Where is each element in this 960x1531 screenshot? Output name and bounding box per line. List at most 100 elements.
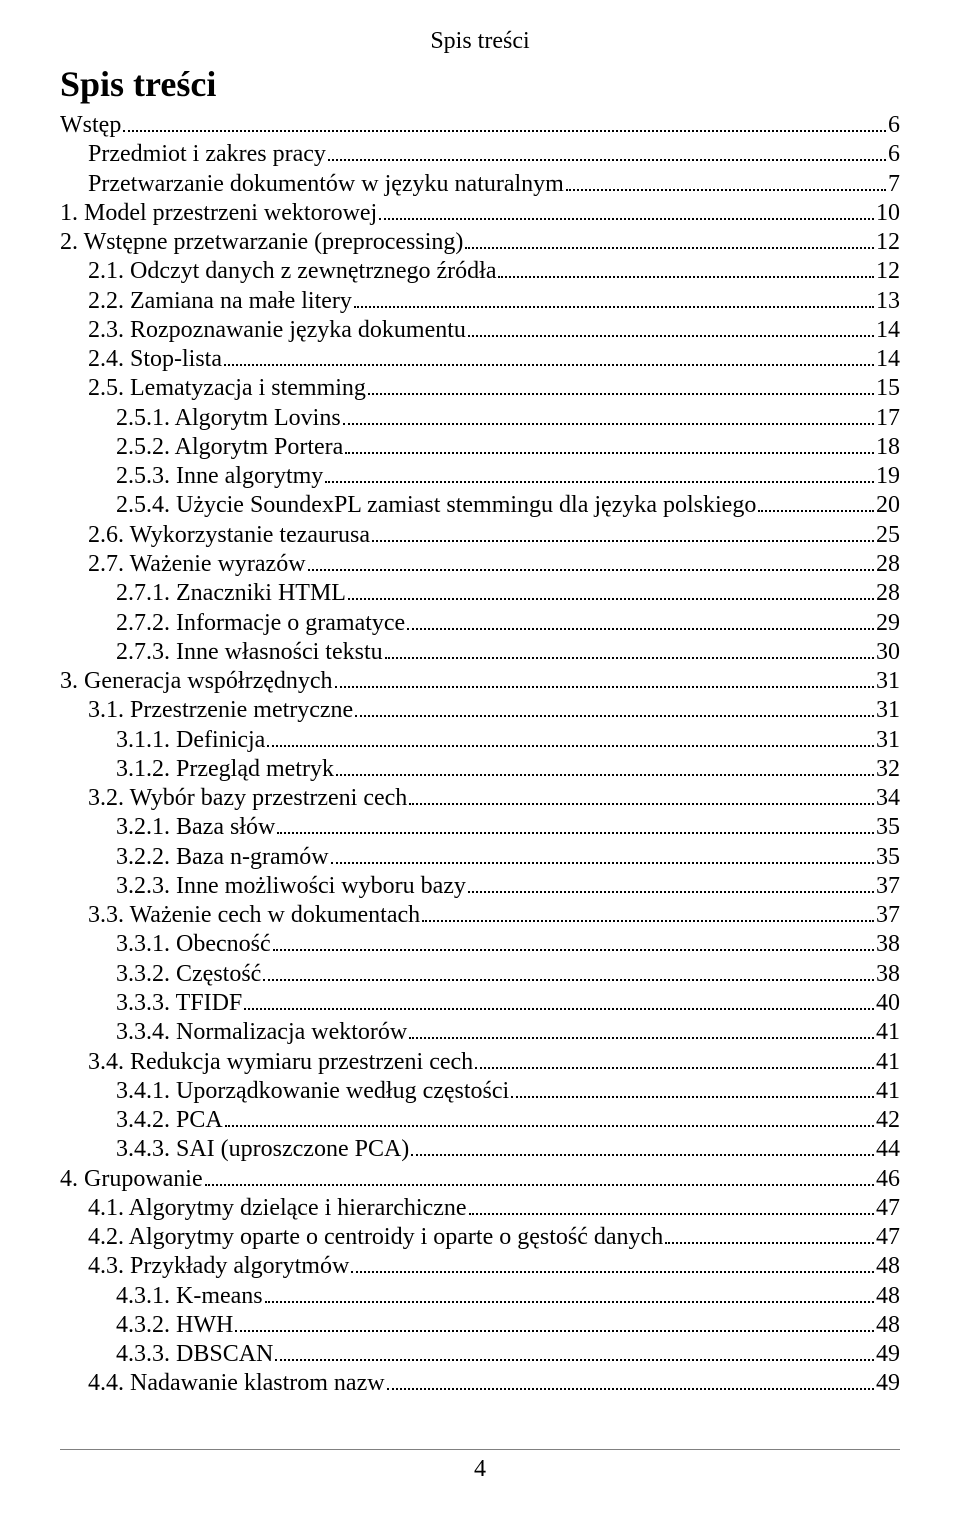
toc-leader-dots — [348, 598, 874, 600]
toc-leader-dots — [468, 891, 874, 893]
toc-entry[interactable]: Przetwarzanie dokumentów w języku natura… — [60, 170, 900, 199]
toc-entry[interactable]: 3. Generacja współrzędnych31 — [60, 667, 900, 696]
toc-leader-dots — [336, 774, 874, 776]
toc-leader-dots — [123, 130, 886, 132]
toc-entry[interactable]: 1. Model przestrzeni wektorowej10 — [60, 199, 900, 228]
toc-entry-page: 13 — [876, 287, 900, 316]
toc-entry[interactable]: 3.1.1. Definicja31 — [60, 726, 900, 755]
page-title: Spis treści — [60, 63, 900, 105]
toc-leader-dots — [387, 1388, 874, 1390]
toc-entry-page: 17 — [876, 404, 900, 433]
toc-entry[interactable]: 2.5. Lematyzacja i stemming15 — [60, 374, 900, 403]
toc-entry-page: 15 — [876, 374, 900, 403]
toc-entry[interactable]: 2.7.1. Znaczniki HTML28 — [60, 579, 900, 608]
toc-leader-dots — [411, 1154, 874, 1156]
toc-entry[interactable]: 2.6. Wykorzystanie tezaurusa25 — [60, 521, 900, 550]
toc-entry[interactable]: 4.3.1. K-means48 — [60, 1282, 900, 1311]
toc-entry-page: 20 — [876, 491, 900, 520]
toc-entry-label: 2.1. Odczyt danych z zewnętrznego źródła — [88, 257, 496, 286]
toc-entry-label: 4.3.3. DBSCAN — [116, 1340, 273, 1369]
toc-entry-page: 47 — [876, 1194, 900, 1223]
toc-entry[interactable]: 3.2.1. Baza słów 35 — [60, 813, 900, 842]
toc-leader-dots — [409, 1037, 874, 1039]
page-number: 4 — [60, 1449, 900, 1483]
toc-entry[interactable]: 4. Grupowanie46 — [60, 1165, 900, 1194]
toc-entry-page: 32 — [876, 755, 900, 784]
toc-entry[interactable]: 3.4.1. Uporządkowanie według częstości41 — [60, 1077, 900, 1106]
toc-entry-label: 4.1. Algorytmy dzielące i hierarchiczne — [88, 1194, 467, 1223]
toc-entry-page: 6 — [888, 140, 900, 169]
toc-entry-page: 10 — [876, 199, 900, 228]
toc-entry-page: 35 — [876, 843, 900, 872]
toc-entry-page: 31 — [876, 667, 900, 696]
toc-entry[interactable]: 2.5.2. Algorytm Portera18 — [60, 433, 900, 462]
toc-entry[interactable]: 2.1. Odczyt danych z zewnętrznego źródła… — [60, 257, 900, 286]
toc-leader-dots — [351, 1271, 874, 1273]
toc-entry[interactable]: 3.2.2. Baza n-gramów35 — [60, 843, 900, 872]
toc-entry-label: 2.2. Zamiana na małe litery — [88, 287, 352, 316]
toc-entry[interactable]: 3.2.3. Inne możliwości wyboru bazy37 — [60, 872, 900, 901]
toc-leader-dots — [465, 247, 874, 249]
toc-entry[interactable]: 2.3. Rozpoznawanie języka dokumentu14 — [60, 316, 900, 345]
toc-entry-label: 3.4.1. Uporządkowanie według częstości — [116, 1077, 509, 1106]
toc-entry[interactable]: Wstęp6 — [60, 111, 900, 140]
toc-leader-dots — [331, 862, 874, 864]
toc-entry[interactable]: 3.1. Przestrzenie metryczne31 — [60, 696, 900, 725]
toc-entry-label: Wstęp — [60, 111, 121, 140]
toc-entry-page: 49 — [876, 1340, 900, 1369]
toc-entry[interactable]: 3.4. Redukcja wymiaru przestrzeni cech41 — [60, 1048, 900, 1077]
toc-entry[interactable]: 2.5.3. Inne algorytmy19 — [60, 462, 900, 491]
toc-entry-label: 3.4.2. PCA — [116, 1106, 223, 1135]
toc-entry[interactable]: 3.4.3. SAI (uproszczone PCA)44 — [60, 1135, 900, 1164]
toc-entry[interactable]: 2.5.1. Algorytm Lovins17 — [60, 404, 900, 433]
toc-leader-dots — [265, 1301, 874, 1303]
toc-entry[interactable]: 4.3. Przykłady algorytmów48 — [60, 1252, 900, 1281]
toc-entry-label: 2.3. Rozpoznawanie języka dokumentu — [88, 316, 466, 345]
toc-leader-dots — [566, 189, 886, 191]
toc-entry-label: 4. Grupowanie — [60, 1165, 203, 1194]
toc-leader-dots — [498, 276, 874, 278]
toc-entry[interactable]: 4.4. Nadawanie klastrom nazw49 — [60, 1369, 900, 1398]
toc-entry-label: 2.5.3. Inne algorytmy — [116, 462, 323, 491]
toc-entry[interactable]: 3.3.2. Częstość38 — [60, 960, 900, 989]
toc-entry[interactable]: 2.7. Ważenie wyrazów28 — [60, 550, 900, 579]
toc-entry-label: Przetwarzanie dokumentów w języku natura… — [88, 170, 564, 199]
toc-entry[interactable]: 2.7.3. Inne własności tekstu30 — [60, 638, 900, 667]
toc-entry-page: 40 — [876, 989, 900, 1018]
toc-entry[interactable]: 4.3.2. HWH 48 — [60, 1311, 900, 1340]
toc-entry[interactable]: 3.3. Ważenie cech w dokumentach37 — [60, 901, 900, 930]
toc-entry[interactable]: Przedmiot i zakres pracy6 — [60, 140, 900, 169]
toc-entry[interactable]: 2.2. Zamiana na małe litery 13 — [60, 287, 900, 316]
toc-entry-page: 29 — [876, 609, 900, 638]
running-header: Spis treści — [60, 28, 900, 55]
toc-entry[interactable]: 4.1. Algorytmy dzielące i hierarchiczne 4… — [60, 1194, 900, 1223]
toc-entry-label: 4.3.2. HWH — [116, 1311, 233, 1340]
toc-entry[interactable]: 3.1.2. Przegląd metryk32 — [60, 755, 900, 784]
toc-leader-dots — [354, 306, 874, 308]
toc-entry-label: 2.6. Wykorzystanie tezaurusa — [88, 521, 370, 550]
toc-entry[interactable]: 3.3.4. Normalizacja wektorów41 — [60, 1018, 900, 1047]
toc-entry-page: 48 — [876, 1252, 900, 1281]
toc-entry[interactable]: 3.2. Wybór bazy przestrzeni cech34 — [60, 784, 900, 813]
toc-entry[interactable]: 3.4.2. PCA42 — [60, 1106, 900, 1135]
toc-entry-label: 3.3.2. Częstość — [116, 960, 261, 989]
toc-entry[interactable]: 4.2. Algorytmy oparte o centroidy i opar… — [60, 1223, 900, 1252]
toc-entry-label: 2.7. Ważenie wyrazów — [88, 550, 306, 579]
toc-entry[interactable]: 2.7.2. Informacje o gramatyce29 — [60, 609, 900, 638]
toc-entry-page: 35 — [876, 813, 900, 842]
toc-entry[interactable]: 4.3.3. DBSCAN 49 — [60, 1340, 900, 1369]
toc-entry-label: 4.3.1. K-means — [116, 1282, 263, 1311]
toc-leader-dots — [407, 628, 874, 630]
toc-entry-label: 3.2.1. Baza słów — [116, 813, 275, 842]
toc-entry-page: 48 — [876, 1311, 900, 1340]
toc-entry-label: 4.4. Nadawanie klastrom nazw — [88, 1369, 385, 1398]
toc-entry[interactable]: 2.5.4. Użycie SoundexPL zamiast stemming… — [60, 491, 900, 520]
toc-leader-dots — [345, 452, 874, 454]
toc-entry-page: 34 — [876, 784, 900, 813]
toc-entry[interactable]: 2.4. Stop-lista14 — [60, 345, 900, 374]
toc-entry[interactable]: 3.3.3. TFIDF40 — [60, 989, 900, 1018]
toc-leader-dots — [368, 393, 874, 395]
toc-entry[interactable]: 3.3.1. Obecność38 — [60, 930, 900, 959]
toc-leader-dots — [225, 1125, 874, 1127]
toc-entry[interactable]: 2. Wstępne przetwarzanie (preprocessing)… — [60, 228, 900, 257]
